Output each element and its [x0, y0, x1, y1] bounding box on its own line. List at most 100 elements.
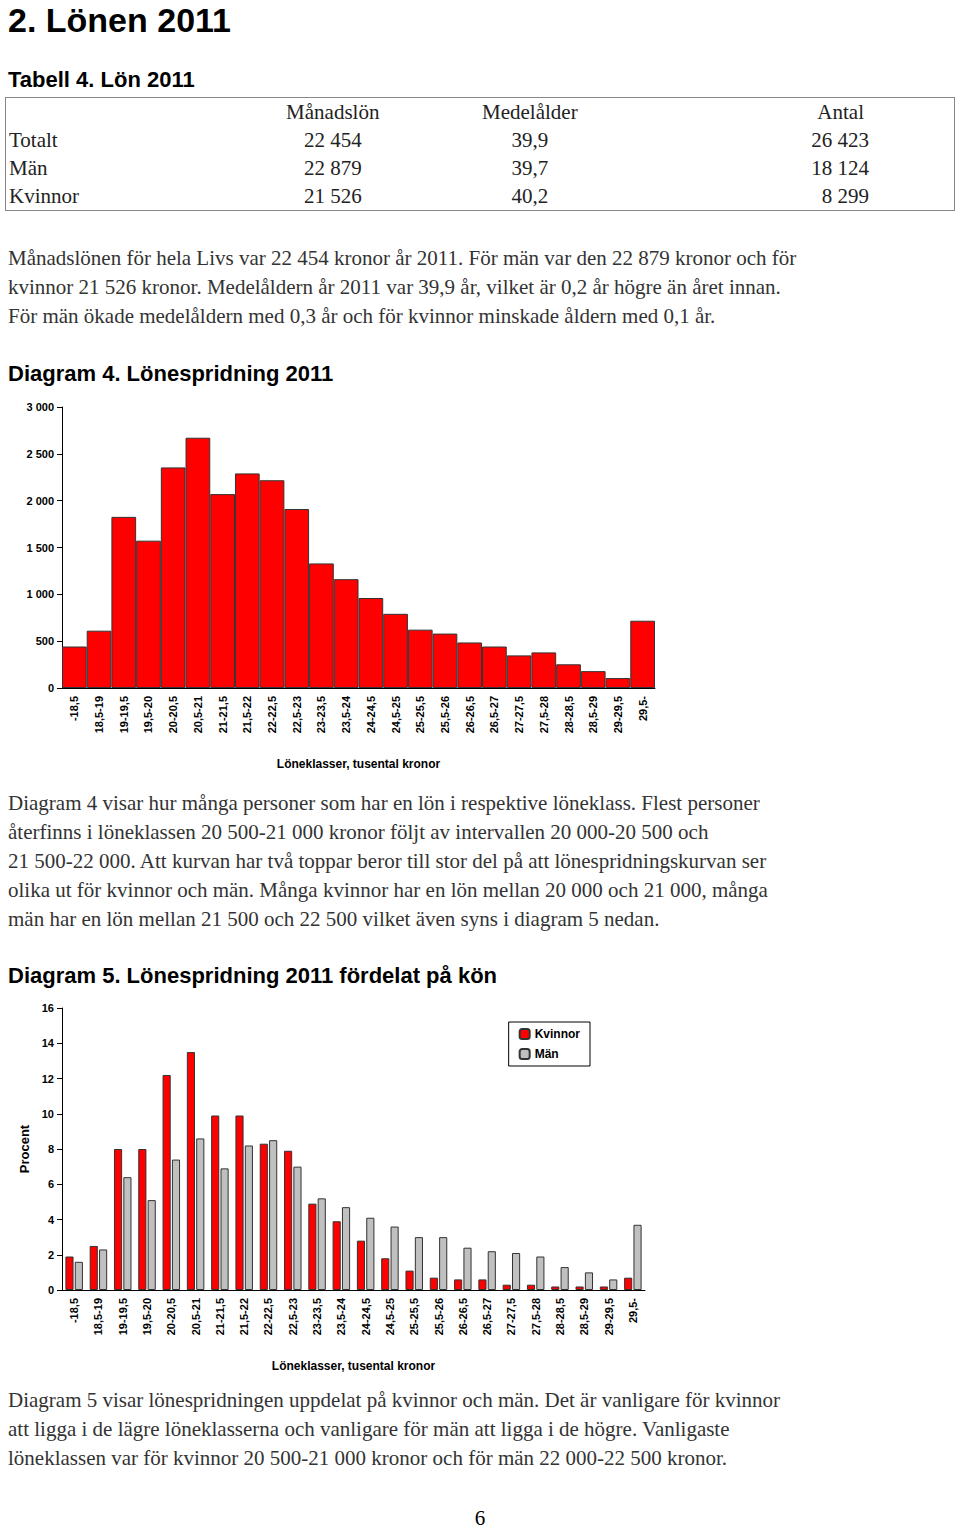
html-text:olika ut för kvinnor och män.: olika ut för kvinnor och män. Många kvin… [8, 878, 768, 902]
html-text:återfinns i löneklassen 20 500: återfinns i löneklassen 20 500-21 000 kr… [8, 820, 709, 844]
html-text:För män ökade medelåldern med: För män ökade medelåldern med 0,3 år och… [8, 304, 716, 328]
html-text:Tabell 4. Lön 2011: Tabell 4. Lön 2011 [8, 67, 195, 92]
svg-text:21,5-22: 21,5-22 [238, 1298, 250, 1335]
html-text:Totalt: Totalt [9, 128, 58, 152]
svg-text:6: 6 [48, 1178, 54, 1190]
svg-text:23,5-24: 23,5-24 [335, 1297, 347, 1335]
svg-text:3 000: 3 000 [26, 401, 54, 413]
svg-text:27,5-28: 27,5-28 [538, 696, 550, 733]
svg-text:23-23,5: 23-23,5 [315, 696, 327, 733]
html-text:2. Lönen 2011: 2. Lönen 2011 [8, 1, 231, 39]
svg-text:10: 10 [42, 1108, 54, 1120]
html-text:26 423: 26 423 [811, 128, 869, 152]
html-text:39,7: 39,7 [511, 156, 549, 180]
html-text:22 879: 22 879 [303, 156, 362, 180]
svg-text:18,5-19: 18,5-19 [92, 1298, 104, 1335]
svg-text:2 000: 2 000 [26, 495, 54, 507]
html-text:8 299: 8 299 [821, 184, 869, 208]
svg-text:27,5-28: 27,5-28 [530, 1298, 542, 1335]
svg-text:28-28,5: 28-28,5 [563, 696, 575, 733]
svg-text:-18,5: -18,5 [68, 1298, 80, 1323]
svg-text:Män: Män [535, 1047, 559, 1061]
html-text:Kvinnor: Kvinnor [9, 184, 79, 208]
svg-text:28,5-29: 28,5-29 [587, 696, 599, 733]
html-text:21 500-22 000. Att kurvan har: 21 500-22 000. Att kurvan har två toppar… [8, 849, 767, 873]
svg-text:Löneklasser, tusental kronor: Löneklasser, tusental kronor [277, 757, 441, 771]
html-text:Månadslönen för hela Livs var: Månadslönen för hela Livs var 22 454 kro… [8, 246, 797, 270]
svg-text:-18,5: -18,5 [68, 696, 80, 721]
html-text:Män: Män [9, 156, 48, 180]
svg-text:20-20,5: 20-20,5 [167, 696, 179, 733]
svg-text:24,5-25: 24,5-25 [390, 696, 402, 733]
svg-text:2: 2 [48, 1249, 54, 1261]
html-text:39,9: 39,9 [511, 128, 549, 152]
svg-text:20-20,5: 20-20,5 [165, 1298, 177, 1335]
html-text:21 526: 21 526 [303, 184, 362, 208]
svg-text:14: 14 [42, 1037, 55, 1049]
svg-text:12: 12 [42, 1073, 54, 1085]
svg-text:Procent: Procent [17, 1124, 32, 1173]
svg-text:26-26,5: 26-26,5 [457, 1298, 469, 1335]
svg-text:22,5-23: 22,5-23 [291, 696, 303, 733]
svg-text:19-19,5: 19-19,5 [118, 696, 130, 733]
svg-text:22-22,5: 22-22,5 [266, 696, 278, 733]
html-text:män har en lön mellan 21 500 o: män har en lön mellan 21 500 och 22 500 … [8, 907, 660, 931]
svg-text:19,5-20: 19,5-20 [141, 1298, 153, 1335]
svg-text:2 500: 2 500 [26, 448, 54, 460]
html-text:22 454: 22 454 [303, 128, 362, 152]
svg-text:22,5-23: 22,5-23 [287, 1298, 299, 1335]
svg-text:0: 0 [48, 1284, 54, 1296]
html-text:kvinnor 21 526 kronor. Medelål: kvinnor 21 526 kronor. Medelåldern år 20… [8, 275, 781, 299]
svg-text:29-29,5: 29-29,5 [603, 1298, 615, 1335]
svg-text:25,5-26: 25,5-26 [433, 1298, 445, 1335]
svg-text:0: 0 [48, 682, 54, 694]
html-text:Diagram 4. Lönespridning 2011: Diagram 4. Lönespridning 2011 [8, 361, 334, 386]
svg-text:25-25,5: 25-25,5 [408, 1298, 420, 1335]
html-text:Medelålder: Medelålder [482, 100, 578, 124]
svg-text:24-24,5: 24-24,5 [360, 1298, 372, 1335]
html-text:Antal: Antal [817, 100, 864, 124]
svg-text:24,5-25: 24,5-25 [384, 1298, 396, 1335]
svg-text:18,5-19: 18,5-19 [93, 696, 105, 733]
svg-text:22-22,5: 22-22,5 [262, 1298, 274, 1335]
html-text:Diagram 4 visar hur många pers: Diagram 4 visar hur många personer som h… [8, 791, 760, 815]
svg-text:27-27,5: 27-27,5 [513, 696, 525, 733]
svg-text:26-26,5: 26-26,5 [464, 696, 476, 733]
html-text:löneklassen var för kvinnor 20: löneklassen var för kvinnor 20 500-21 00… [8, 1446, 728, 1470]
svg-text:29,5-: 29,5- [637, 696, 649, 721]
svg-text:25-25,5: 25-25,5 [414, 696, 426, 733]
svg-text:24-24,5: 24-24,5 [365, 696, 377, 733]
svg-text:4: 4 [48, 1214, 55, 1226]
html-text:6: 6 [474, 1506, 486, 1530]
svg-text:29,5-: 29,5- [627, 1298, 639, 1323]
html-text:Månadslön: Månadslön [286, 100, 380, 124]
svg-text:8: 8 [48, 1143, 54, 1155]
svg-text:27-27,5: 27-27,5 [505, 1298, 517, 1335]
html-text:18 124: 18 124 [811, 156, 869, 180]
svg-text:25,5-26: 25,5-26 [439, 696, 451, 733]
svg-text:1 500: 1 500 [26, 542, 54, 554]
svg-text:1 000: 1 000 [26, 588, 54, 600]
svg-text:26,5-27: 26,5-27 [488, 696, 500, 733]
svg-text:21-21,5: 21-21,5 [217, 696, 229, 733]
svg-text:21,5-22: 21,5-22 [241, 696, 253, 733]
svg-text:23,5-24: 23,5-24 [340, 695, 352, 733]
svg-text:28-28,5: 28-28,5 [554, 1298, 566, 1335]
svg-text:21-21,5: 21-21,5 [214, 1298, 226, 1335]
html-text:Diagram 5. Lönespridning 2011: Diagram 5. Lönespridning 2011 fördelat p… [8, 963, 497, 988]
svg-text:28,5-29: 28,5-29 [578, 1298, 590, 1335]
svg-text:29-29,5: 29-29,5 [612, 696, 624, 733]
html-text:att ligga i de lägre löneklass: att ligga i de lägre löneklasserna och v… [8, 1417, 730, 1441]
svg-text:20,5-21: 20,5-21 [190, 1298, 202, 1335]
svg-text:23-23,5: 23-23,5 [311, 1298, 323, 1335]
svg-text:Kvinnor: Kvinnor [535, 1027, 581, 1041]
svg-text:500: 500 [36, 635, 54, 647]
html-text:Diagram 5 visar lönespridninge: Diagram 5 visar lönespridningen uppdelat… [8, 1388, 781, 1412]
html-text:40,2: 40,2 [511, 184, 549, 208]
svg-text:16: 16 [42, 1002, 54, 1014]
svg-text:19,5-20: 19,5-20 [142, 696, 154, 733]
svg-text:20,5-21: 20,5-21 [192, 696, 204, 733]
svg-text:19-19,5: 19-19,5 [117, 1298, 129, 1335]
svg-text:Löneklasser, tusental kronor: Löneklasser, tusental kronor [272, 1359, 436, 1373]
svg-text:26,5-27: 26,5-27 [481, 1298, 493, 1335]
